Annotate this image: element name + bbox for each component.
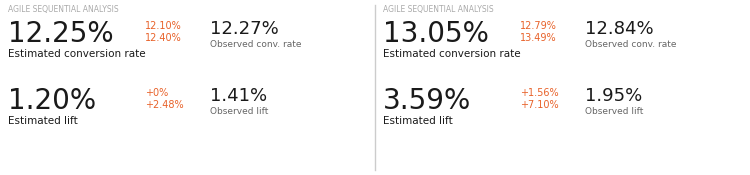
Text: Estimated conversion rate: Estimated conversion rate [383, 49, 520, 59]
Text: +0%: +0% [145, 88, 168, 98]
Text: Observed conv. rate: Observed conv. rate [585, 40, 676, 49]
Text: Estimated lift: Estimated lift [383, 116, 453, 126]
Text: +7.10%: +7.10% [520, 100, 559, 110]
Text: 12.27%: 12.27% [210, 20, 279, 38]
Text: 12.25%: 12.25% [8, 20, 114, 48]
Text: 12.84%: 12.84% [585, 20, 653, 38]
Text: 13.49%: 13.49% [520, 33, 556, 43]
Text: AGILE SEQUENTIAL ANALYSIS: AGILE SEQUENTIAL ANALYSIS [8, 5, 118, 14]
Text: 1.20%: 1.20% [8, 87, 96, 115]
Text: 12.10%: 12.10% [145, 21, 182, 31]
Text: 13.05%: 13.05% [383, 20, 489, 48]
Text: 12.40%: 12.40% [145, 33, 182, 43]
Text: Observed conv. rate: Observed conv. rate [210, 40, 302, 49]
Text: +2.48%: +2.48% [145, 100, 184, 110]
Text: 1.41%: 1.41% [210, 87, 267, 105]
Text: Estimated conversion rate: Estimated conversion rate [8, 49, 146, 59]
Text: 12.79%: 12.79% [520, 21, 556, 31]
Text: +1.56%: +1.56% [520, 88, 559, 98]
Text: Estimated lift: Estimated lift [8, 116, 78, 126]
Text: 3.59%: 3.59% [383, 87, 471, 115]
Text: AGILE SEQUENTIAL ANALYSIS: AGILE SEQUENTIAL ANALYSIS [383, 5, 494, 14]
Text: 1.95%: 1.95% [585, 87, 642, 105]
Text: Observed lift: Observed lift [585, 107, 644, 116]
Text: Observed lift: Observed lift [210, 107, 268, 116]
